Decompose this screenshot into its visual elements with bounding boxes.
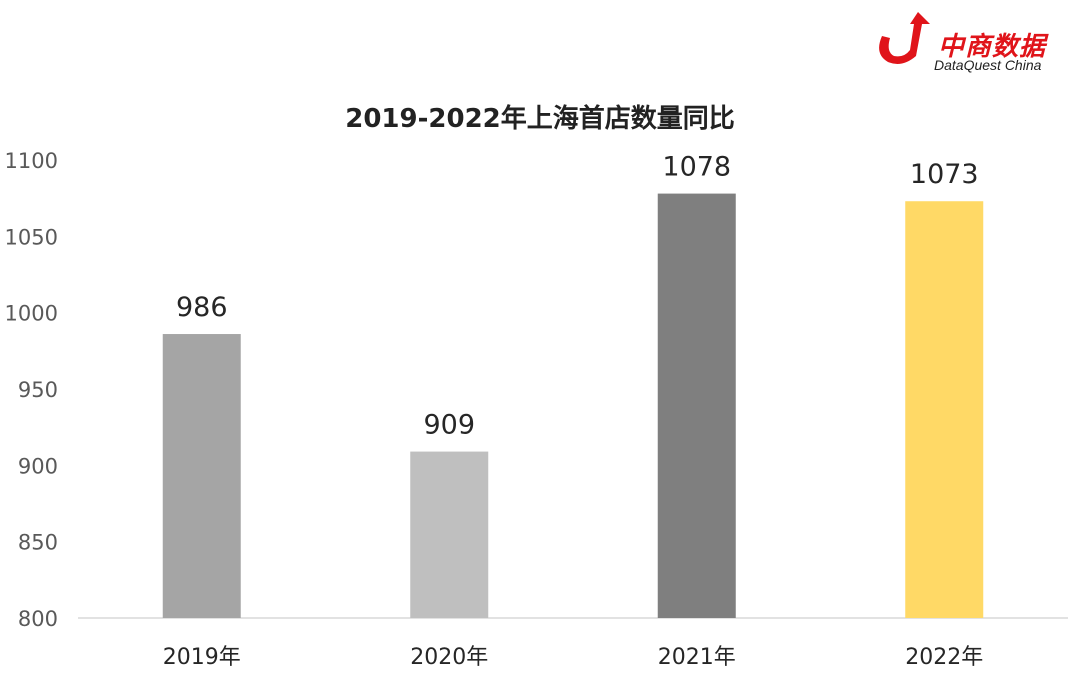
data-label: 1078 bbox=[662, 152, 731, 183]
x-tick-label: 2022年 bbox=[905, 645, 983, 670]
y-tick-label: 800 bbox=[18, 607, 58, 631]
logo-name-en: DataQuest China bbox=[934, 57, 1042, 73]
data-label: 1073 bbox=[910, 159, 979, 190]
x-tick-label: 2020年 bbox=[410, 645, 488, 670]
y-tick-label: 850 bbox=[18, 531, 58, 555]
x-tick-label: 2021年 bbox=[658, 645, 736, 670]
data-label: 909 bbox=[423, 410, 475, 441]
bar bbox=[410, 451, 489, 618]
bar bbox=[657, 193, 736, 618]
dataquest-logo: 中商数据 DataQuest China bbox=[872, 10, 1072, 73]
x-tick-label: 2019年 bbox=[163, 645, 241, 670]
y-tick-label: 950 bbox=[18, 378, 58, 402]
y-tick-label: 1100 bbox=[5, 149, 58, 173]
logo-mark-icon bbox=[879, 12, 930, 64]
y-tick-label: 1000 bbox=[5, 302, 58, 326]
bar bbox=[905, 201, 984, 618]
bar bbox=[162, 334, 241, 618]
chart-title: 2019-2022年上海首店数量同比 bbox=[345, 104, 735, 134]
y-tick-label: 900 bbox=[18, 454, 58, 478]
data-label: 986 bbox=[176, 292, 228, 323]
logo-name-cn: 中商数据 bbox=[938, 32, 1047, 62]
y-tick-label: 1050 bbox=[5, 225, 58, 249]
